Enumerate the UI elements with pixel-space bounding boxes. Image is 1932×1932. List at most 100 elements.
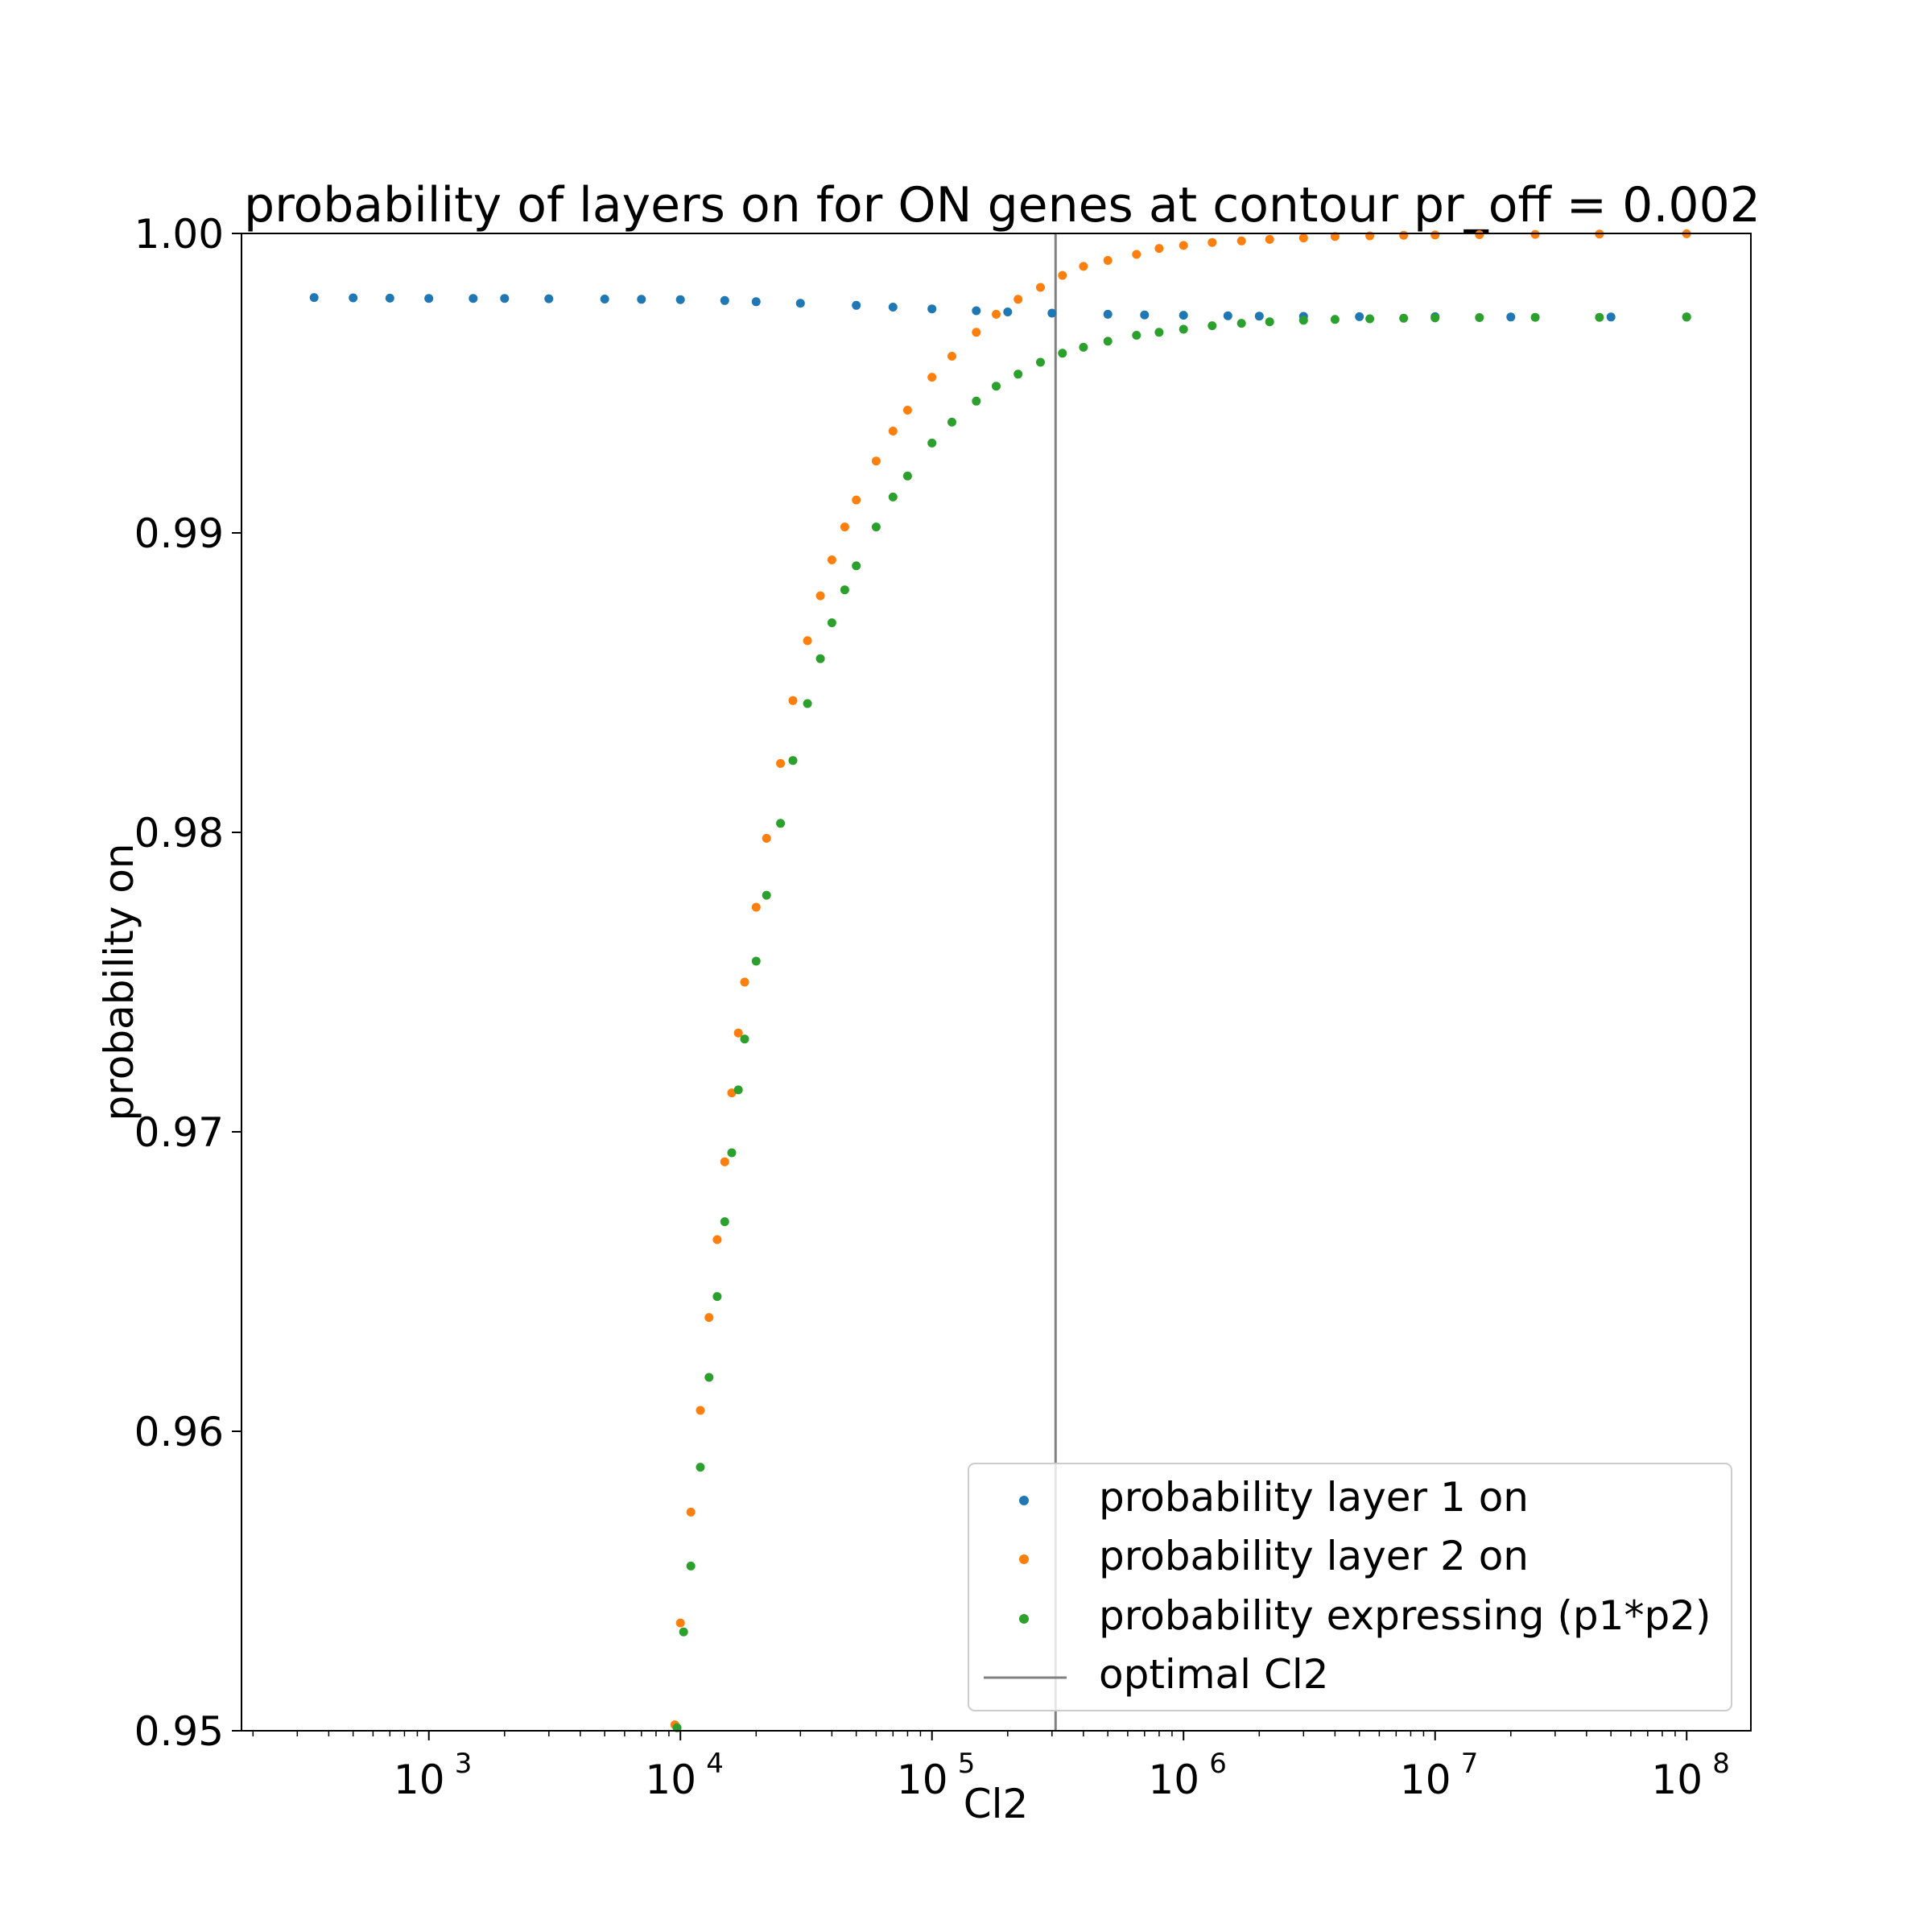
series-3-point	[1682, 312, 1691, 322]
series-1-point	[544, 294, 554, 303]
series-2-point	[1236, 236, 1246, 246]
series-1-point	[500, 294, 510, 303]
series-2-point	[712, 1235, 722, 1245]
series-3-point	[696, 1463, 705, 1472]
series-3-point	[788, 756, 798, 766]
legend-label-layer1: probability layer 1 on	[1099, 1474, 1529, 1521]
series-1-point	[1606, 312, 1616, 322]
series-2-point	[992, 309, 1001, 319]
x-tick-label-exponent: 7	[1461, 1748, 1479, 1780]
x-tick-label: 10	[1400, 1757, 1451, 1803]
series-2-point	[686, 1507, 696, 1517]
series-2-point	[675, 1618, 685, 1628]
series-2-point	[1132, 250, 1141, 259]
series-3-point	[1265, 317, 1274, 327]
series-2-point	[733, 1028, 743, 1038]
series-3-point	[972, 396, 981, 406]
x-tick-label: 10	[1651, 1757, 1703, 1803]
series-2-point	[740, 977, 749, 987]
x-tick-label-exponent: 8	[1712, 1748, 1730, 1780]
series-2-point	[1103, 256, 1113, 265]
series-3-point	[1036, 357, 1045, 367]
series-3-point	[762, 890, 771, 900]
series-2-point	[972, 328, 981, 337]
series-3-point	[827, 618, 836, 628]
legend-label-optimal: optimal Cl2	[1099, 1651, 1329, 1698]
series-2-point	[727, 1088, 737, 1098]
y-tick-label: 0.95	[134, 1708, 224, 1755]
plot-frame	[241, 233, 1752, 1732]
series-2-point	[927, 373, 937, 382]
series-3-point	[1330, 315, 1340, 324]
chart-title: probability of layers on for ON genes at…	[244, 177, 1761, 233]
series-3-point	[927, 438, 937, 448]
y-tick-label: 0.96	[134, 1409, 224, 1455]
series-2-point	[1399, 230, 1409, 240]
series-3-point	[733, 1085, 743, 1095]
series-2-point	[852, 495, 861, 505]
series-3-point	[1475, 313, 1484, 322]
series-1-point	[888, 303, 898, 312]
series-2-point	[1475, 230, 1484, 239]
series-1-point	[1223, 311, 1232, 320]
series-3-point	[1132, 331, 1141, 340]
x-axis: 10 3 10 4 10 5 10 6 10 7 10 8	[252, 1731, 1730, 1803]
legend-marker-layer2	[1019, 1554, 1029, 1564]
series-2-point	[1530, 229, 1540, 239]
series-2-point	[1208, 237, 1217, 247]
series-1-point	[852, 300, 861, 310]
series-3-point	[776, 819, 786, 828]
series-3-point	[1079, 342, 1088, 352]
series-1-point	[1047, 308, 1057, 318]
series-3-point	[1236, 319, 1246, 328]
series-2-point	[751, 902, 761, 912]
series-3-point	[888, 492, 898, 502]
series-2-point	[1013, 295, 1023, 304]
series-2-point	[704, 1313, 714, 1323]
series-1-point	[637, 295, 646, 304]
series-3-point	[1595, 312, 1604, 322]
series-1-point	[1355, 312, 1364, 321]
y-axis: 0.95 0.96 0.97 0.98 0.99 1.00	[134, 211, 242, 1755]
series-2-point	[803, 636, 812, 646]
series-2-point	[720, 1157, 729, 1166]
series-2-point	[902, 406, 912, 415]
series-2-point	[888, 427, 898, 436]
series-3-point	[1298, 316, 1308, 325]
series-2-point	[1058, 270, 1067, 280]
series-2-point	[762, 833, 771, 843]
x-tick-label-exponent: 4	[706, 1748, 724, 1780]
series-3-point	[712, 1292, 722, 1302]
series-3-point	[720, 1217, 729, 1227]
series-3-point	[740, 1034, 749, 1044]
series-1-point	[1003, 308, 1013, 316]
series-2-point	[947, 352, 956, 361]
legend-marker-layer1	[1019, 1496, 1029, 1505]
series-1-point	[424, 294, 434, 303]
y-tick-label: 0.98	[134, 810, 224, 857]
x-tick-label-exponent: 6	[1209, 1748, 1227, 1780]
series-1-point	[972, 306, 981, 316]
series-3-point	[751, 956, 761, 966]
series-1-point	[927, 304, 937, 314]
x-tick-label-exponent: 5	[958, 1748, 976, 1780]
series-3-point	[992, 382, 1001, 391]
x-tick-label: 10	[645, 1757, 696, 1803]
series-1-point	[1179, 311, 1188, 320]
series-3-point	[840, 585, 849, 595]
series-1-point	[1140, 310, 1150, 320]
series-3-point	[947, 417, 956, 427]
series-2-point	[696, 1406, 705, 1415]
series-3-point	[1430, 313, 1440, 323]
series-3-point	[1399, 313, 1409, 323]
series-2-point	[1298, 233, 1308, 243]
series-3-point	[1154, 328, 1164, 337]
series-2-point	[871, 456, 881, 466]
series-3-point	[727, 1148, 737, 1158]
series-1-point	[385, 293, 394, 303]
series-1-point	[1254, 312, 1264, 321]
series-1-point	[469, 294, 478, 303]
series-2-point	[1179, 241, 1188, 250]
series-3-point	[852, 561, 861, 571]
series-3-point	[815, 654, 825, 663]
